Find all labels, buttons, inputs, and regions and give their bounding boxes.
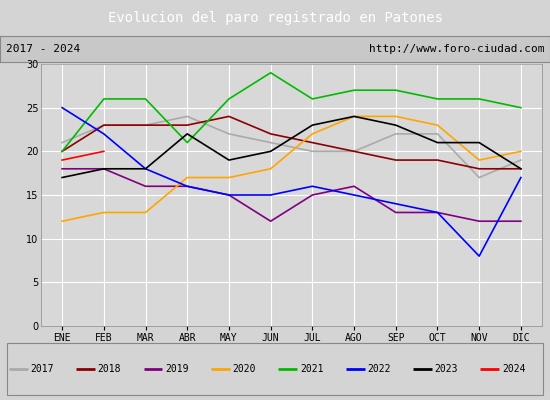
Text: 2021: 2021 [300, 364, 323, 374]
Text: 2023: 2023 [434, 364, 458, 374]
Text: http://www.foro-ciudad.com: http://www.foro-ciudad.com [369, 44, 544, 54]
Text: 2024: 2024 [502, 364, 526, 374]
Text: 2020: 2020 [233, 364, 256, 374]
Text: 2018: 2018 [98, 364, 122, 374]
Text: 2017 - 2024: 2017 - 2024 [6, 44, 80, 54]
Text: 2017: 2017 [30, 364, 54, 374]
Text: Evolucion del paro registrado en Patones: Evolucion del paro registrado en Patones [107, 11, 443, 25]
Text: 2022: 2022 [367, 364, 391, 374]
Text: 2019: 2019 [165, 364, 189, 374]
